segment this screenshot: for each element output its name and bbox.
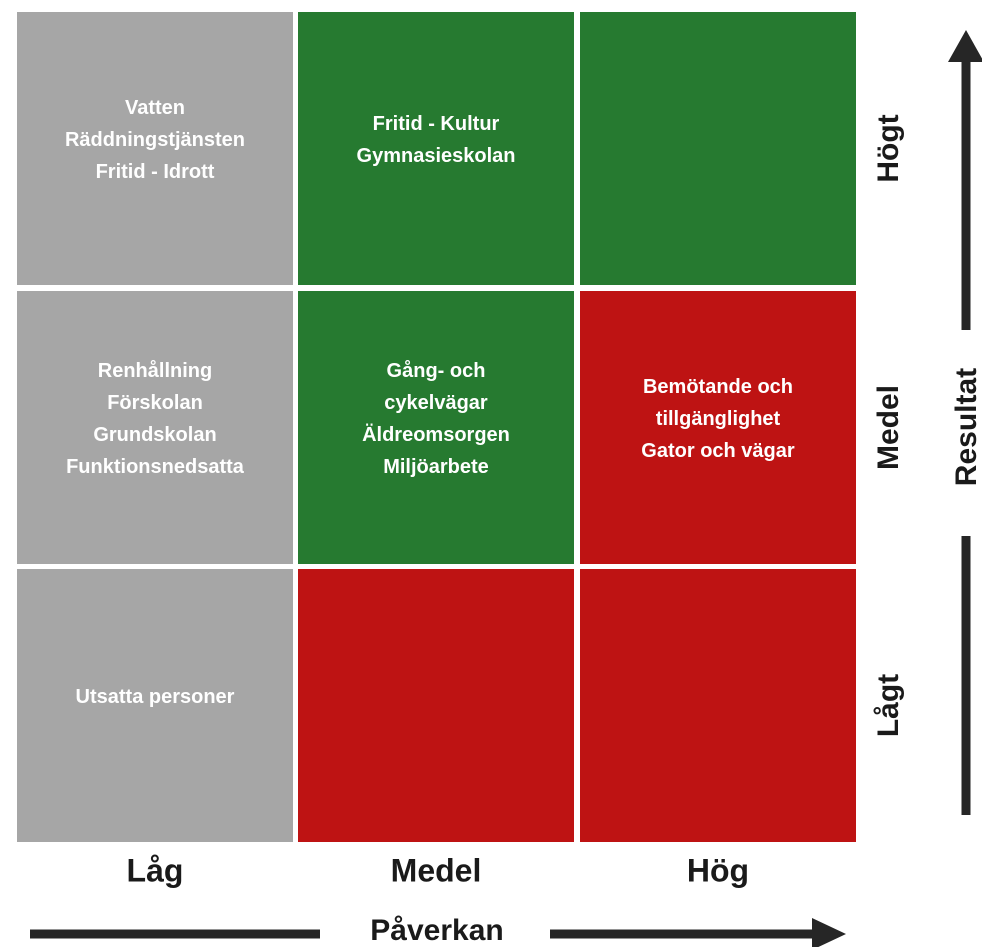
x-axis-title: Påverkan (370, 914, 503, 947)
row-label: Lågt (872, 674, 905, 737)
cell-text: Utsatta personer (76, 686, 235, 708)
cell-text: Räddningstjänsten (65, 129, 245, 151)
x-arrow-head (812, 918, 846, 947)
cell-text: Grundskolan (93, 424, 216, 446)
cell (580, 291, 856, 564)
cell (298, 291, 574, 564)
y-axis-title: Resultat (950, 368, 982, 486)
y-arrow-head (948, 30, 982, 62)
cell-text: Förskolan (107, 392, 203, 414)
cell-text: Gator och vägar (641, 440, 795, 462)
cell (17, 12, 293, 285)
cell-text: Vatten (125, 97, 185, 119)
cell-text: Äldreomsorgen (362, 423, 510, 446)
cell-text: Renhållning (98, 359, 212, 382)
row-label: Medel (872, 385, 905, 470)
cell (17, 569, 293, 842)
cell-text: Miljöarbete (383, 456, 489, 478)
axes (30, 30, 982, 947)
cell (580, 12, 856, 285)
cell (298, 569, 574, 842)
cell-text: Fritid - Idrott (96, 161, 215, 183)
cell-text: tillgänglighet (656, 408, 781, 430)
cell-text: Gymnasieskolan (357, 145, 516, 167)
col-label: Hög (687, 852, 749, 888)
cell-text: Bemötande och (643, 376, 793, 398)
cell (298, 12, 574, 285)
cell-text: cykelvägar (384, 392, 488, 414)
cell (17, 291, 293, 564)
col-label: Låg (127, 852, 184, 888)
cell (580, 569, 856, 842)
col-label: Medel (391, 852, 482, 888)
cell-text: Fritid - Kultur (373, 113, 500, 135)
cell-text: Gång- och (387, 359, 486, 382)
row-label: Högt (872, 114, 905, 182)
cell-text: Funktionsnedsatta (66, 456, 245, 478)
